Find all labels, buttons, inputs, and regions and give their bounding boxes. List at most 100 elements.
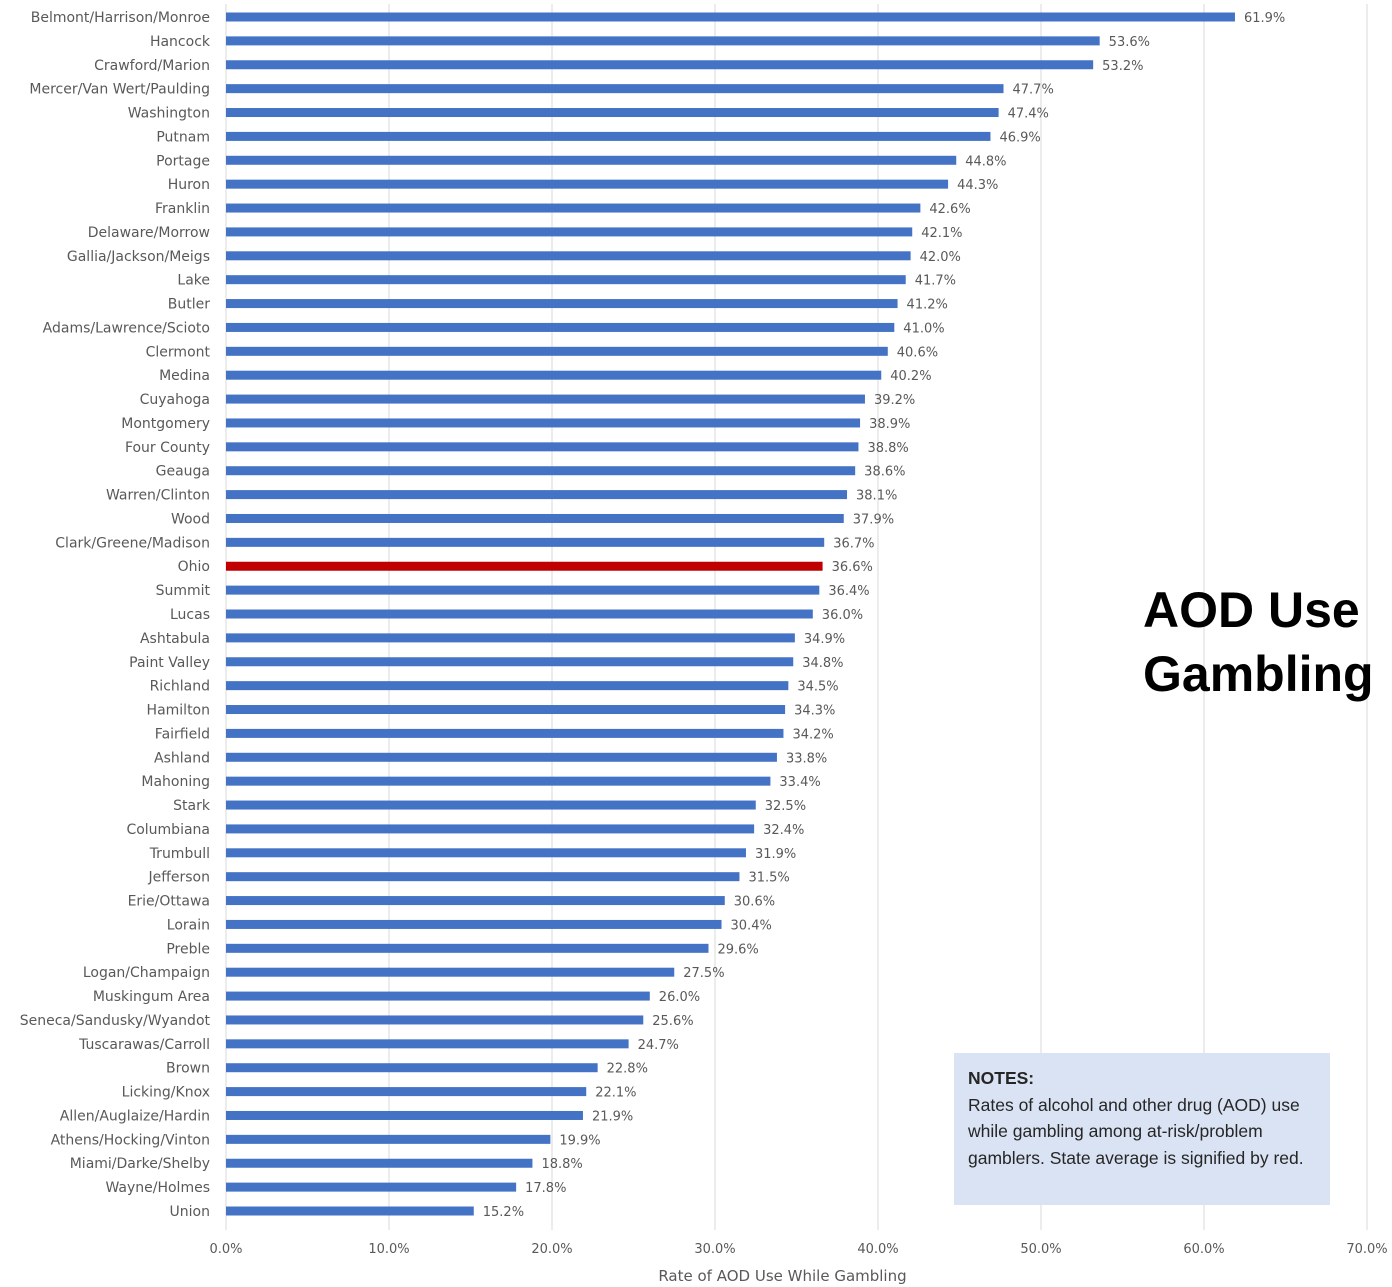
category-label: Warren/Clinton [106,488,210,504]
category-label: Mahoning [141,774,210,790]
value-label: 26.0% [659,990,700,1005]
category-label: Union [170,1204,210,1220]
bar [226,657,793,666]
value-label: 29.6% [717,942,758,957]
category-label: Clark/Greene/Madison [55,535,210,551]
category-label: Mercer/Van Wert/Paulding [29,82,210,98]
bar [226,1111,583,1120]
value-label: 21.9% [592,1109,633,1124]
x-tick-label: 10.0% [368,1242,409,1257]
bar [226,872,739,881]
value-label: 31.9% [755,847,796,862]
category-label: Jefferson [148,870,211,886]
bar [226,848,746,857]
x-tick-label: 30.0% [694,1242,735,1257]
category-label: Preble [166,941,210,957]
value-label: 32.4% [763,823,804,838]
x-axis-title: Rate of AOD Use While Gambling [658,1267,906,1285]
bar [226,777,770,786]
category-label: Delaware/Morrow [88,225,210,241]
bar [226,896,725,905]
value-label: 30.4% [731,918,772,933]
bar [226,442,858,451]
value-label: 47.7% [1013,83,1054,98]
bar [226,968,674,977]
side-title: AOD Use Gambling [1143,578,1374,706]
category-label: Miami/Darke/Shelby [70,1156,210,1172]
bar [226,992,650,1001]
bar [226,323,894,332]
bar [226,204,920,213]
category-label: Athens/Hocking/Vinton [51,1132,210,1148]
value-label: 36.7% [833,536,874,551]
x-tick-label: 40.0% [857,1242,898,1257]
side-title-line-1: AOD Use [1143,578,1374,642]
bar [226,60,1093,69]
x-tick-label: 50.0% [1020,1242,1061,1257]
value-label: 33.4% [779,775,820,790]
bar [226,633,795,642]
category-label: Crawford/Marion [94,58,210,74]
value-label: 61.9% [1244,11,1285,26]
category-label: Columbiana [126,822,210,838]
value-label: 22.8% [607,1062,648,1077]
x-tick-label: 60.0% [1183,1242,1224,1257]
category-label: Tuscarawas/Carroll [78,1037,210,1053]
bar [226,132,990,141]
category-label: Belmont/Harrison/Monroe [31,10,210,26]
value-label: 42.0% [920,250,961,265]
bar [226,1135,550,1144]
category-label: Medina [159,368,210,384]
bar [226,466,855,475]
bar [226,180,948,189]
bar [226,944,708,953]
category-label: Four County [125,440,210,456]
bar [226,371,881,380]
category-label: Clermont [146,344,211,360]
category-label: Cuyahoga [140,392,210,408]
category-label: Huron [168,177,210,193]
bar [226,610,813,619]
bar [226,920,722,929]
value-label: 53.6% [1109,35,1150,50]
value-label: 53.2% [1102,59,1143,74]
value-label: 34.8% [802,656,843,671]
bar [226,801,756,810]
bar [226,1015,643,1024]
value-label: 32.5% [765,799,806,814]
value-label: 27.5% [683,966,724,981]
bar [226,108,999,117]
bar [226,84,1004,93]
bar [226,1039,629,1048]
bar [226,705,785,714]
category-label: Gallia/Jackson/Meigs [67,249,210,265]
bar [226,514,844,523]
category-label: Licking/Knox [122,1085,210,1101]
value-label: 17.8% [525,1181,566,1196]
value-label: 24.7% [638,1038,679,1053]
bar [226,299,898,308]
category-label: Fairfield [155,726,210,742]
value-label: 39.2% [874,393,915,408]
category-label: Lucas [170,607,210,623]
value-label: 41.2% [907,298,948,313]
category-label: Paint Valley [129,655,210,671]
x-tick-label: 20.0% [531,1242,572,1257]
category-label: Brown [166,1061,210,1077]
category-label: Geauga [156,464,210,480]
category-label: Ashtabula [140,631,210,647]
bar [226,729,783,738]
category-label: Putnam [156,129,210,145]
category-label: Trumbull [149,846,210,862]
value-label: 34.3% [794,704,835,719]
bar [226,1207,474,1216]
value-label: 42.6% [929,202,970,217]
category-label: Allen/Auglaize/Hardin [60,1108,210,1124]
category-label: Lorain [167,917,210,933]
category-label: Stark [173,798,211,814]
bar-state-average [226,562,823,571]
bar [226,538,824,547]
value-label: 44.3% [957,178,998,193]
category-label: Butler [168,297,210,313]
bar [226,1087,586,1096]
